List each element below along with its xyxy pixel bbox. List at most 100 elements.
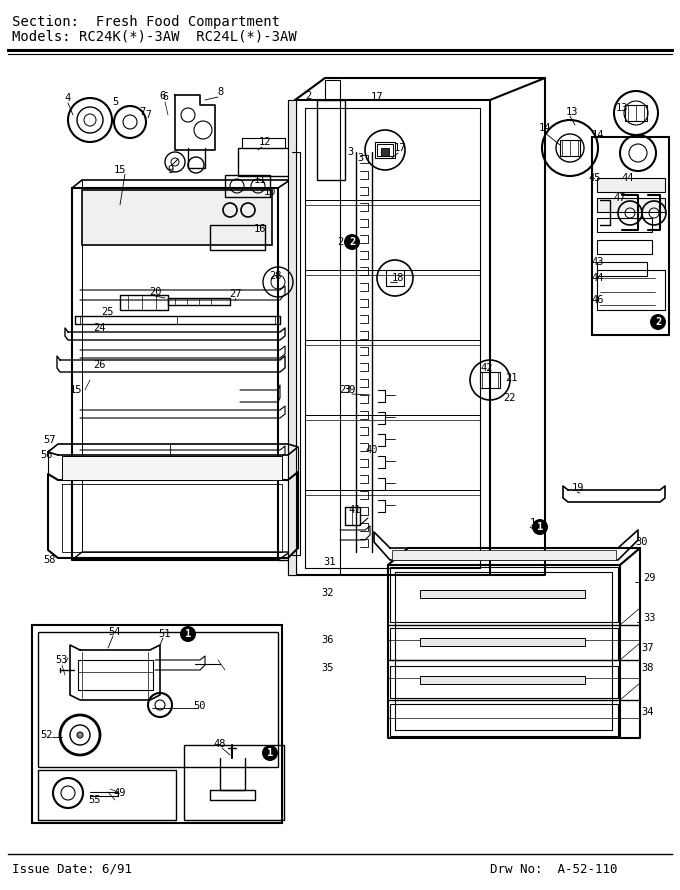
Text: 2: 2 xyxy=(349,237,355,247)
Text: 21: 21 xyxy=(506,373,518,383)
Bar xyxy=(420,590,585,598)
Bar xyxy=(597,270,665,310)
Text: 13: 13 xyxy=(616,103,628,113)
Text: 13: 13 xyxy=(566,107,578,117)
Bar xyxy=(78,660,153,690)
Text: 55: 55 xyxy=(89,795,101,805)
Text: 39: 39 xyxy=(344,385,356,395)
Text: 36: 36 xyxy=(322,635,335,645)
Text: 8: 8 xyxy=(217,87,223,97)
Text: 1: 1 xyxy=(530,518,536,528)
Bar xyxy=(38,770,176,820)
Text: 11: 11 xyxy=(254,175,267,185)
Text: 28: 28 xyxy=(270,271,282,281)
Text: 57: 57 xyxy=(44,435,56,445)
Text: 25: 25 xyxy=(102,307,114,317)
Text: 4: 4 xyxy=(65,93,71,103)
Text: 6: 6 xyxy=(162,92,168,102)
Bar xyxy=(392,550,616,560)
Text: 20: 20 xyxy=(149,287,161,297)
Text: 16: 16 xyxy=(254,224,267,234)
Bar xyxy=(390,567,618,622)
Text: 18: 18 xyxy=(392,273,404,283)
Bar xyxy=(597,198,665,212)
Text: 48: 48 xyxy=(214,739,226,749)
Bar xyxy=(390,666,618,698)
Bar xyxy=(390,704,618,736)
Text: 5: 5 xyxy=(112,97,118,107)
Text: 24: 24 xyxy=(94,323,106,333)
Circle shape xyxy=(532,519,548,535)
Circle shape xyxy=(77,732,83,738)
Text: 40: 40 xyxy=(366,445,378,455)
Text: 44: 44 xyxy=(622,173,634,183)
Text: Drw No:  A-52-110: Drw No: A-52-110 xyxy=(490,863,617,876)
Text: 35: 35 xyxy=(322,663,335,673)
Text: 56: 56 xyxy=(41,450,53,460)
Bar xyxy=(377,144,393,156)
Text: 44: 44 xyxy=(592,273,605,283)
Text: 19: 19 xyxy=(572,483,584,493)
Text: 6: 6 xyxy=(159,91,165,101)
Bar xyxy=(238,148,293,176)
Text: 14: 14 xyxy=(539,123,551,133)
Circle shape xyxy=(344,234,360,250)
Text: 1: 1 xyxy=(267,748,273,758)
Text: Issue Date: 6/91: Issue Date: 6/91 xyxy=(12,863,132,876)
Text: 51: 51 xyxy=(158,629,171,639)
Bar xyxy=(210,225,265,250)
Text: Models: RC24K(*)-3AW  RC24L(*)-3AW: Models: RC24K(*)-3AW RC24L(*)-3AW xyxy=(12,30,296,44)
Text: 43: 43 xyxy=(592,257,605,267)
Text: 47: 47 xyxy=(614,193,626,203)
Bar xyxy=(38,632,278,767)
Bar xyxy=(597,178,665,192)
Bar xyxy=(597,240,652,254)
Text: 2: 2 xyxy=(305,91,311,101)
Text: 2: 2 xyxy=(655,317,661,327)
Text: 53: 53 xyxy=(56,655,68,665)
Text: 45: 45 xyxy=(589,173,601,183)
Text: 58: 58 xyxy=(44,555,56,565)
Text: 3: 3 xyxy=(347,147,353,157)
Text: 10: 10 xyxy=(264,187,276,197)
Text: 7: 7 xyxy=(145,110,151,120)
Text: 1: 1 xyxy=(537,522,543,532)
Bar xyxy=(32,625,282,823)
Text: 32: 32 xyxy=(322,588,335,598)
Text: 33: 33 xyxy=(644,613,656,623)
Circle shape xyxy=(262,745,278,761)
Bar xyxy=(592,137,669,335)
Text: 7: 7 xyxy=(139,107,145,117)
Text: 30: 30 xyxy=(636,537,648,547)
Bar xyxy=(78,672,153,690)
Text: 37: 37 xyxy=(642,643,654,653)
Circle shape xyxy=(180,626,196,642)
Text: 22: 22 xyxy=(504,393,516,403)
Bar xyxy=(317,100,345,180)
Text: 17: 17 xyxy=(394,143,406,153)
Bar xyxy=(184,745,284,820)
Text: 46: 46 xyxy=(592,295,605,305)
Text: 38: 38 xyxy=(642,663,654,673)
Text: 23: 23 xyxy=(339,385,352,395)
Text: 41: 41 xyxy=(349,505,361,515)
Text: 15: 15 xyxy=(69,385,82,395)
Text: 50: 50 xyxy=(194,701,206,711)
Bar xyxy=(225,175,270,197)
Text: 27: 27 xyxy=(228,289,241,299)
Text: 2: 2 xyxy=(337,237,343,247)
Text: 54: 54 xyxy=(109,627,121,637)
Bar xyxy=(82,190,272,245)
Circle shape xyxy=(650,314,666,330)
Bar xyxy=(381,148,389,156)
Text: 52: 52 xyxy=(41,730,53,740)
Text: 1: 1 xyxy=(185,629,191,639)
Bar xyxy=(62,456,282,480)
Bar xyxy=(288,100,296,575)
Text: 31: 31 xyxy=(324,557,336,567)
Text: 42: 42 xyxy=(481,363,493,373)
Text: 14: 14 xyxy=(592,130,605,140)
Text: 29: 29 xyxy=(644,573,656,583)
Bar xyxy=(390,628,618,660)
Text: 49: 49 xyxy=(114,788,126,798)
